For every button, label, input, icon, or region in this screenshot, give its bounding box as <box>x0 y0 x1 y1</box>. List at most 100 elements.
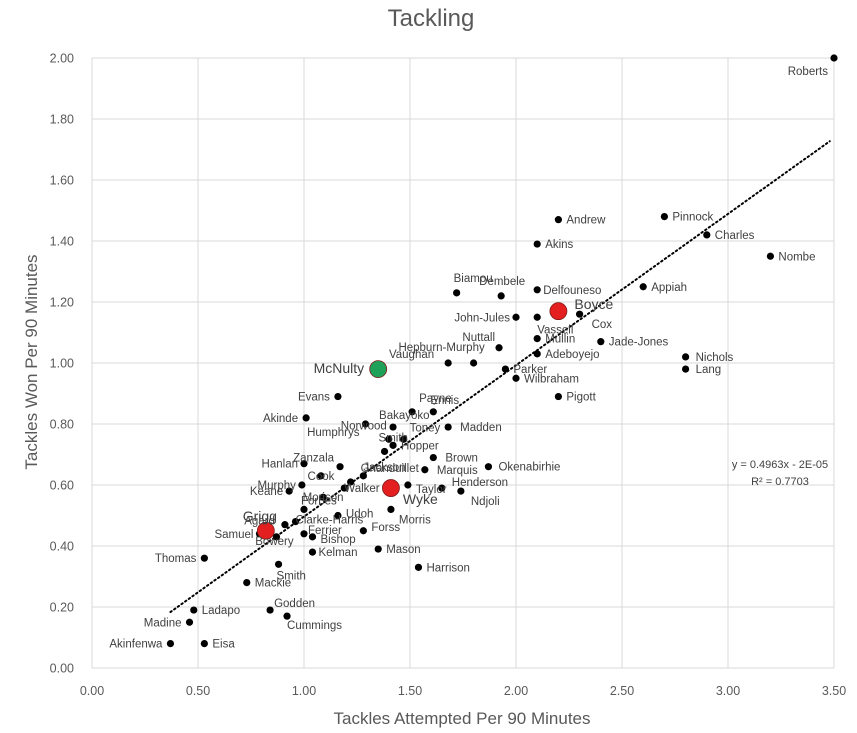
data-point-thomas <box>200 554 208 562</box>
point-label-mullin: Mullin <box>545 334 575 346</box>
data-point-taylor <box>404 481 412 489</box>
data-point-hanlan <box>300 460 308 468</box>
point-label-walker: Walker <box>344 483 380 495</box>
point-label-adeboyejo: Adeboyejo <box>545 349 599 361</box>
data-point-clarke-harris <box>291 518 300 526</box>
data-point-john-jules <box>512 313 520 321</box>
point-label-morison: Morison <box>303 492 344 504</box>
data-point-wilbraham <box>512 374 520 382</box>
tick-labels: 0.00 0.50 1.00 1.50 2.00 2.50 3.00 3.50 0.00 0.20… <box>50 52 847 699</box>
highlight-label-wyke: Wyke <box>403 491 438 507</box>
x-tick-label: 0.00 <box>80 684 104 698</box>
data-point-smith <box>380 447 389 456</box>
point-label-brown: Brown <box>445 453 478 465</box>
grid-lines <box>91 57 835 669</box>
y-tick-label: 2.00 <box>50 52 74 66</box>
point-label-morris: Morris <box>399 514 431 526</box>
point-label-lang: Lang <box>696 364 722 376</box>
y-tick-label: 1.80 <box>50 113 74 127</box>
point-label-biamou: Biamou <box>454 273 493 285</box>
point-label-cox: Cox <box>592 319 613 331</box>
data-point-agard <box>281 521 289 529</box>
y-axis-title: Tackles Won Per 90 Minutes <box>22 254 41 469</box>
data-point-madine <box>185 618 194 626</box>
data-point-brown <box>429 453 437 462</box>
data-point-charles <box>703 231 711 239</box>
highlight-point-grigg <box>256 521 275 540</box>
data-point-evans <box>334 392 342 401</box>
data-point-gnanduillet <box>347 478 355 486</box>
data-point-ferrier <box>300 530 308 538</box>
point-label-ferrier: Ferrier <box>308 525 342 537</box>
x-tick-label: 1.50 <box>398 684 422 698</box>
data-point-nichols <box>682 353 690 361</box>
data-point-udoh <box>334 511 342 520</box>
data-point-vassell <box>533 313 541 321</box>
point-label-udoh: Udoh <box>346 509 374 521</box>
trendline-r-squared: R² = 0.7703 <box>751 476 809 488</box>
data-point-pigott <box>554 392 563 401</box>
point-label-ndjoli: Ndjoli <box>471 496 500 508</box>
point-label-jackson: Jackson <box>363 462 405 474</box>
data-point-mackie <box>243 579 251 587</box>
point-label-bishop: Bishop <box>320 534 355 546</box>
data-point-bowery <box>272 533 281 541</box>
data-point-ennis <box>429 408 437 416</box>
point-label-john-jules: John-Jules <box>454 312 510 324</box>
point-label-henderson: Henderson <box>452 477 508 489</box>
point-label-forbes: Forbes <box>301 495 337 507</box>
point-label-akins: Akins <box>545 239 573 251</box>
data-point-parker <box>501 365 509 373</box>
data-point-akinde <box>302 414 310 422</box>
data-point-pinnock <box>660 213 669 221</box>
data-point-roberts <box>830 54 838 62</box>
point-label-taylor: Taylor <box>416 484 447 496</box>
point-label-appiah: Appiah <box>651 282 687 294</box>
data-point-ndjoli <box>457 487 465 495</box>
data-point-hepburn-murphy <box>470 359 478 367</box>
y-tick-label: 0.80 <box>50 418 74 432</box>
data-point-mason <box>374 545 382 553</box>
point-label-harrison: Harrison <box>426 562 469 574</box>
point-label-keane: Keane <box>250 486 283 498</box>
chart-title: Tackling <box>388 5 475 32</box>
point-label-hopper: Hopper <box>401 440 439 452</box>
point-label-nuttall: Nuttall <box>462 332 495 344</box>
point-label-toney: Toney <box>410 422 441 434</box>
point-label-akinfenwa: Akinfenwa <box>109 639 163 651</box>
data-point-dembele <box>497 292 505 300</box>
point-label-charles: Charles <box>715 230 755 242</box>
data-point-harrison <box>414 563 423 571</box>
data-point-delfouneso <box>533 286 541 294</box>
data-point-bakayoko <box>389 423 397 431</box>
data-point-payne <box>408 408 416 416</box>
trendline-group <box>169 140 831 613</box>
point-label-godden: Godden <box>274 598 315 610</box>
highlight-point-mcnulty <box>369 360 388 379</box>
data-point-cummings <box>283 612 291 620</box>
data-point-godden <box>266 606 274 614</box>
data-point-appiah <box>639 283 647 291</box>
highlight-label-boyce: Boyce <box>574 296 613 312</box>
point-label-delfouneso: Delfouneso <box>543 285 601 297</box>
data-point-andrew <box>554 216 563 224</box>
point-label-zanzala: Zanzala <box>293 453 335 465</box>
point-label-dembele: Dembele <box>479 276 525 288</box>
y-tick-label: 1.00 <box>50 357 74 371</box>
point-label-pigott: Pigott <box>566 392 596 404</box>
point-label-marquis: Marquis <box>437 465 478 477</box>
data-point-morison <box>319 493 327 501</box>
x-tick-label: 1.00 <box>292 684 316 698</box>
point-label-nichols: Nichols <box>696 352 734 364</box>
point-label-thomas: Thomas <box>155 553 197 565</box>
point-label-hepburn-murphy: Hepburn-Murphy <box>398 342 485 354</box>
data-point-nuttall <box>495 344 503 352</box>
point-label-kelman: Kelman <box>318 547 357 559</box>
point-label-gnanduillet: Gnanduillet <box>361 463 420 475</box>
point-label-madden: Madden <box>460 422 502 434</box>
point-label-mackie: Mackie <box>255 578 291 590</box>
data-point-akins <box>533 240 541 248</box>
data-point-bishop <box>308 533 317 541</box>
data-point-morris <box>387 505 395 513</box>
